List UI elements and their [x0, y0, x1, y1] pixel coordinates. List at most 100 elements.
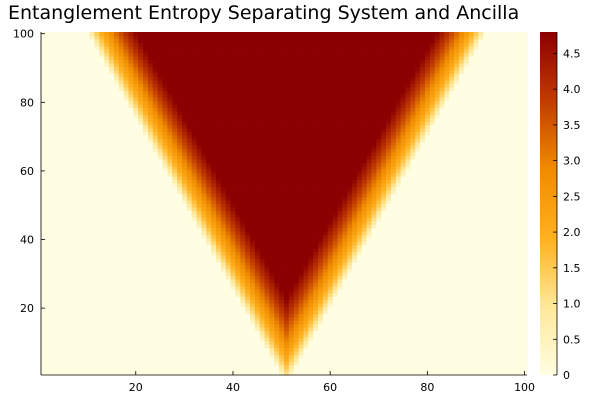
heatmap-cell	[356, 289, 363, 294]
heatmap-cell	[186, 275, 193, 280]
heatmap-cell	[517, 285, 523, 290]
heatmap-cell	[454, 350, 460, 356]
heatmap-cell	[113, 254, 120, 259]
heatmap-cell	[517, 241, 523, 246]
heatmap-cell	[356, 285, 363, 290]
heatmap-cell	[201, 244, 207, 249]
heatmap-cell	[89, 227, 96, 232]
heatmap-cell	[322, 224, 329, 229]
heatmap-cell	[162, 330, 168, 335]
heatmap-cell	[395, 364, 402, 369]
heatmap-cell	[327, 361, 334, 366]
heatmap-cell	[395, 217, 402, 222]
heatmap-cell	[284, 261, 290, 266]
heatmap-cell	[181, 302, 188, 307]
heatmap-cell	[60, 344, 66, 349]
heatmap-cell	[473, 241, 479, 246]
heatmap-cell	[249, 337, 256, 342]
heatmap-cell	[488, 217, 494, 222]
heatmap-cell	[410, 248, 416, 253]
heatmap-cell	[293, 220, 300, 225]
heatmap-cell	[371, 361, 377, 366]
heatmap-cell	[366, 289, 373, 294]
heatmap-cell	[488, 296, 494, 301]
heatmap-cell	[50, 296, 57, 301]
heatmap-cell	[215, 337, 222, 342]
heatmap-cell	[366, 213, 373, 218]
heatmap-cell	[293, 350, 300, 356]
heatmap-cell	[177, 340, 183, 345]
heatmap-cell	[434, 368, 441, 373]
heatmap-cell	[463, 330, 470, 335]
heatmap-cell	[322, 203, 329, 208]
heatmap-cell	[254, 282, 261, 287]
heatmap-cell	[230, 347, 236, 352]
heatmap-cell	[313, 278, 319, 283]
heatmap-cell	[172, 213, 178, 218]
heatmap-cell	[211, 371, 217, 376]
heatmap-cell	[264, 361, 271, 366]
heatmap-cell	[50, 268, 57, 273]
heatmap-cell	[245, 261, 251, 266]
heatmap-cell	[113, 265, 120, 270]
heatmap-cell	[512, 292, 518, 297]
heatmap-cell	[211, 275, 217, 280]
heatmap-cell	[118, 340, 125, 345]
heatmap-cell	[230, 282, 236, 287]
heatmap-cell	[327, 313, 334, 318]
heatmap-cell	[118, 217, 125, 222]
heatmap-cell	[128, 282, 134, 287]
heatmap-cell	[211, 261, 217, 266]
heatmap-cell	[386, 237, 392, 242]
heatmap-cell	[507, 224, 514, 229]
heatmap-cell	[196, 337, 202, 342]
heatmap-cell	[152, 320, 159, 325]
heatmap-cell	[322, 289, 329, 294]
heatmap-cell	[444, 313, 450, 318]
heatmap-cell	[75, 278, 81, 283]
heatmap-cell	[483, 337, 489, 342]
heatmap-cell	[70, 313, 76, 318]
heatmap-cell	[400, 289, 407, 294]
heatmap-cell	[390, 224, 397, 229]
heatmap-cell	[308, 350, 314, 356]
heatmap-cell	[342, 251, 348, 256]
heatmap-cell	[517, 309, 523, 314]
heatmap-cell	[143, 261, 149, 266]
heatmap-cell	[288, 340, 295, 345]
heatmap-cell	[249, 309, 256, 314]
heatmap-cell	[147, 234, 154, 239]
heatmap-cell	[420, 364, 426, 369]
heatmap-cell	[352, 326, 358, 332]
heatmap-cell	[279, 230, 285, 235]
heatmap-cell	[405, 306, 411, 311]
heatmap-cell	[65, 227, 71, 232]
heatmap-cell	[444, 306, 450, 311]
heatmap-cell	[240, 357, 246, 362]
heatmap-cell	[230, 306, 236, 311]
heatmap-cell	[303, 302, 309, 307]
heatmap-cell	[502, 337, 509, 342]
heatmap-cell	[405, 248, 411, 253]
heatmap-cell	[206, 224, 212, 229]
heatmap-cell	[434, 289, 441, 294]
heatmap-cell	[104, 289, 110, 294]
heatmap-cell	[152, 299, 159, 304]
heatmap-cell	[434, 282, 441, 287]
heatmap-cell	[274, 230, 280, 235]
heatmap-cell	[99, 268, 105, 273]
heatmap-cell	[332, 326, 339, 332]
heatmap-cell	[308, 268, 314, 273]
heatmap-cell	[196, 213, 202, 218]
heatmap-cell	[429, 227, 436, 232]
heatmap-cell	[497, 299, 504, 304]
heatmap-cell	[405, 241, 411, 246]
heatmap-cell	[313, 323, 319, 328]
heatmap-cell	[400, 302, 407, 307]
heatmap-cell	[167, 354, 173, 359]
heatmap-cell	[167, 313, 173, 318]
heatmap-cell	[405, 309, 411, 314]
heatmap-cell	[347, 309, 353, 314]
heatmap-cell	[395, 220, 402, 225]
heatmap-cell	[478, 265, 484, 270]
